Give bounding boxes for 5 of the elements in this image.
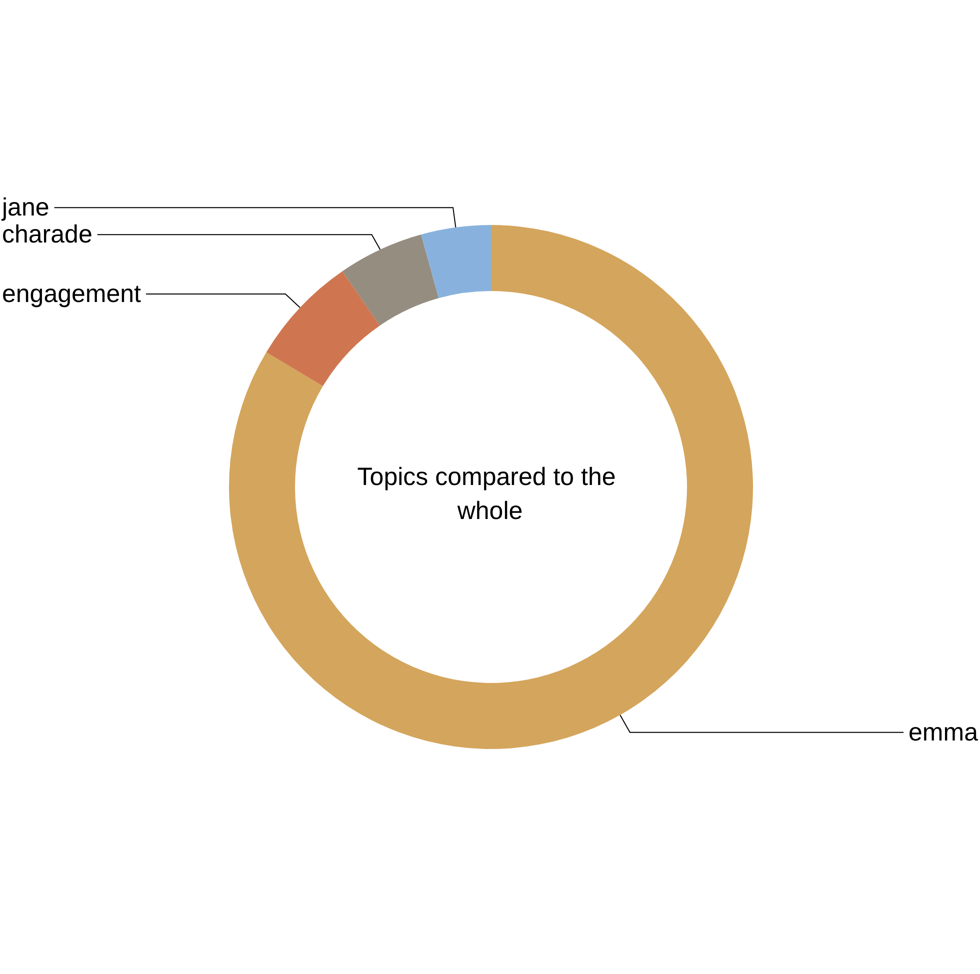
slice-label: charade [2, 220, 92, 249]
text: Topics compared to the whole [357, 463, 623, 525]
slice-label: engagement [2, 280, 142, 308]
slice-label: emma [908, 718, 978, 746]
slice-label: jane [1, 194, 50, 222]
